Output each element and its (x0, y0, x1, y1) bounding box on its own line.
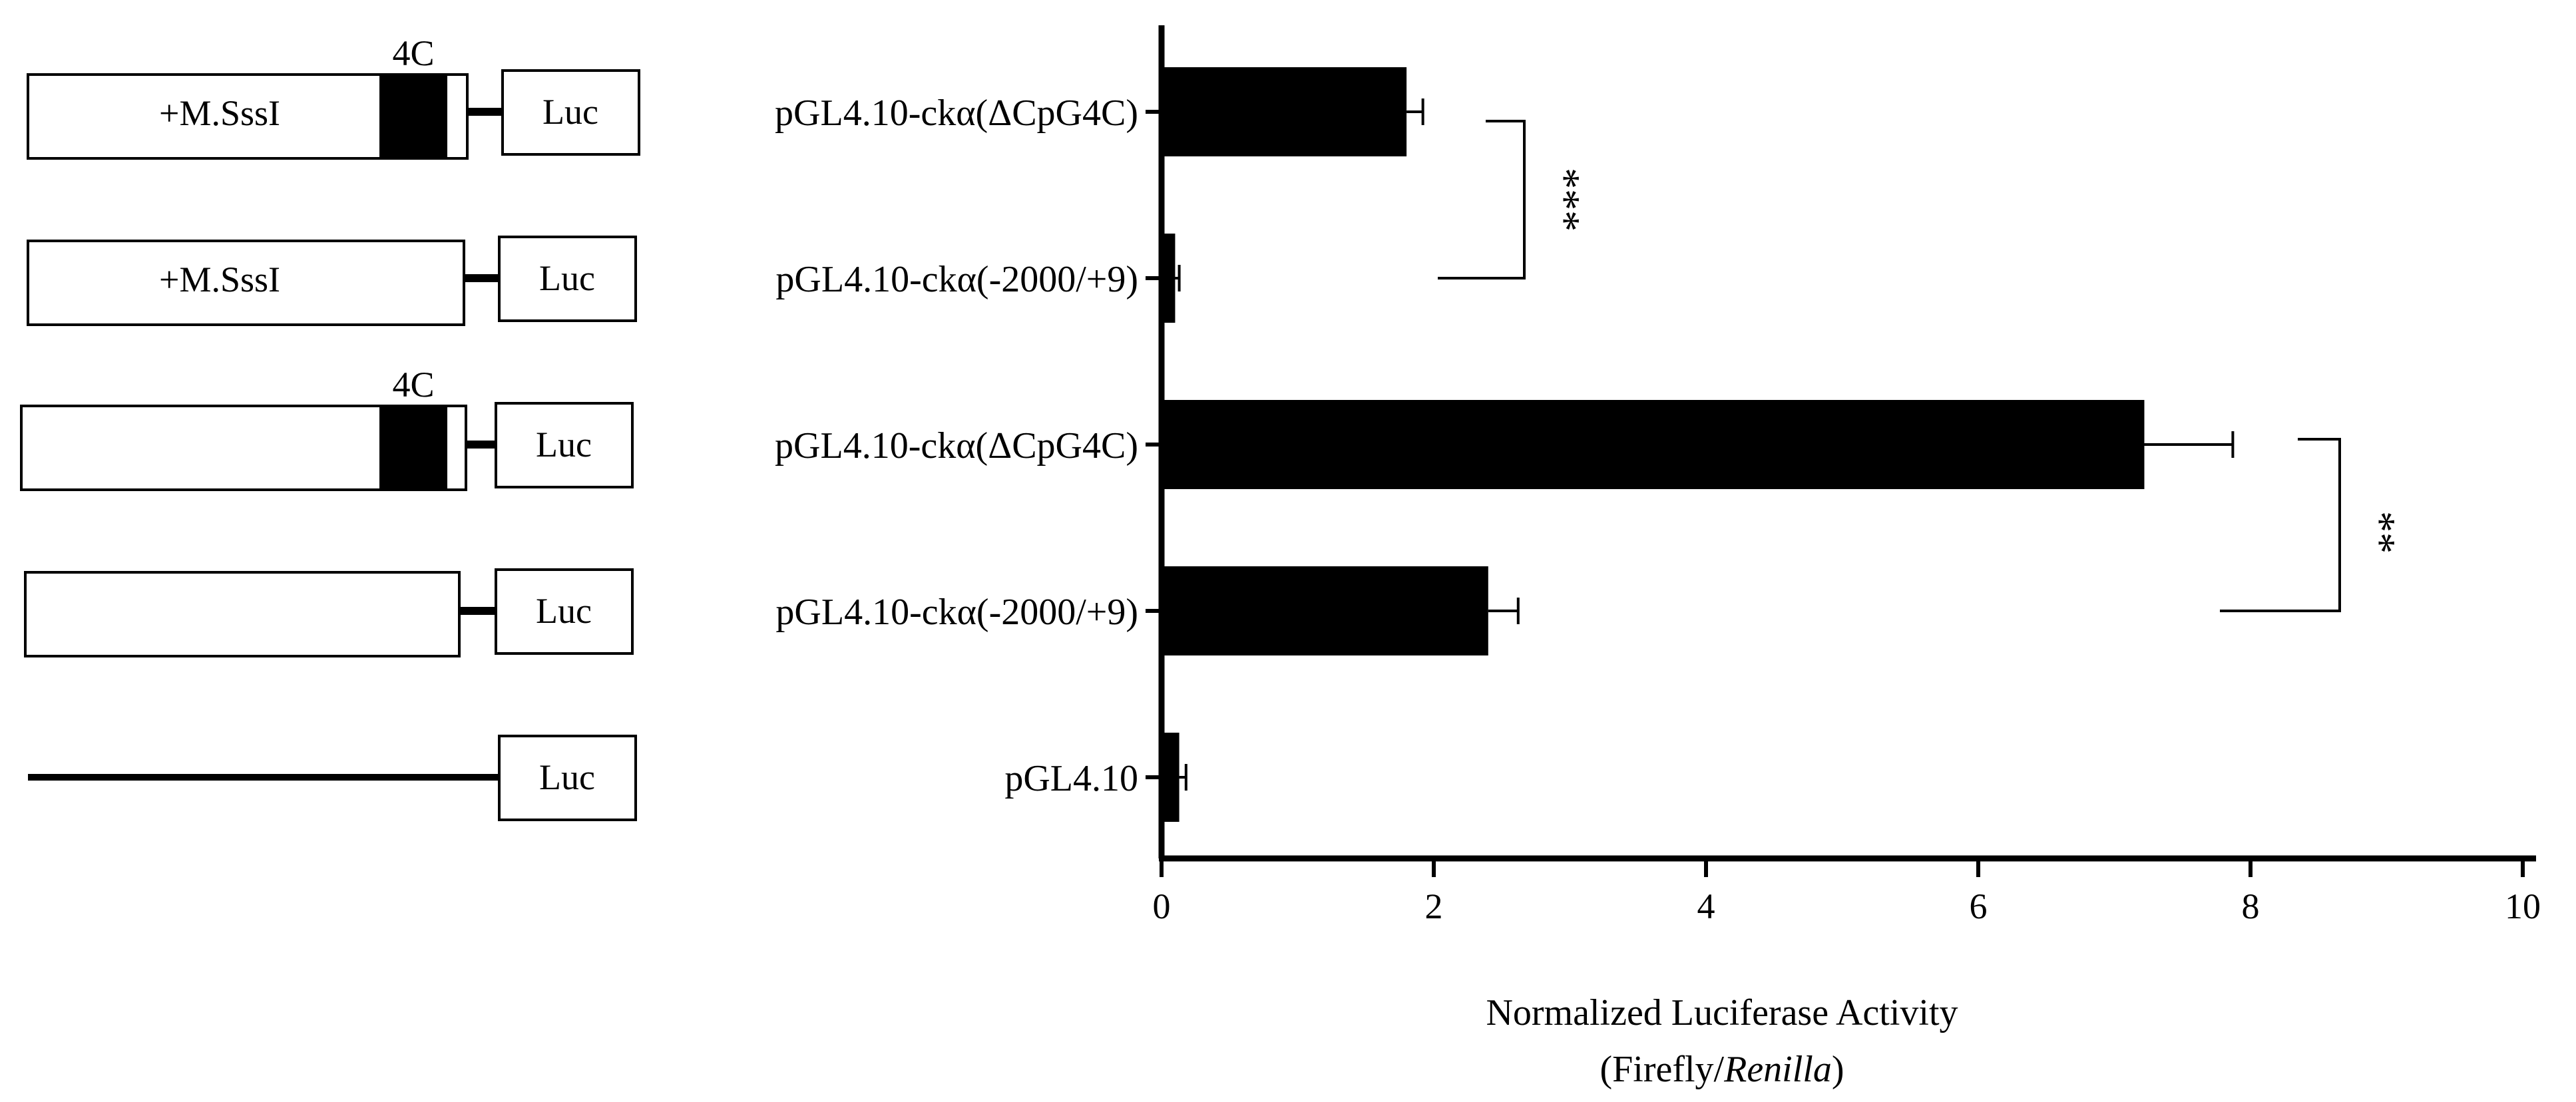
construct-label: pGL4.10-ckα(-2000/+9) (775, 259, 1138, 300)
significance-bracket (2220, 438, 2341, 612)
methylation-label: +M.SssI (159, 260, 280, 299)
significance-label: ** (2357, 511, 2404, 554)
construct-label: pGL4.10-ckα(-2000/+9) (775, 592, 1138, 633)
error-bars (1175, 98, 2235, 791)
x-tick-label: 6 (1970, 886, 1988, 926)
cpg-4c-block (379, 407, 447, 488)
bar-series (1162, 67, 2145, 822)
promoter-box (27, 240, 465, 326)
x-ticks: 0 2 4 6 8 10 (1153, 858, 2541, 926)
axes (1146, 25, 2536, 862)
luc-box (498, 735, 637, 821)
methylation-label: +M.SssI (159, 93, 280, 133)
insert-label: 4C (392, 33, 434, 73)
construct-labels: pGL4.10-ckα(ΔCpG4C) pGL4.10-ckα(-2000/+9)… (775, 92, 1138, 799)
bar (1162, 400, 2145, 489)
luc-label: Luc (539, 258, 595, 298)
bar (1162, 566, 1488, 655)
x-tick-label: 2 (1425, 886, 1443, 926)
luc-box (495, 568, 634, 655)
luc-label: Luc (536, 425, 592, 464)
luc-box (501, 69, 640, 156)
cpg-4c-block (379, 76, 447, 157)
significance-bracket (1438, 120, 1526, 279)
x-axis-title: Normalized Luciferase Activity (1486, 992, 1958, 1033)
significance-brackets: ***** (1438, 120, 2404, 612)
luc-label: Luc (539, 757, 595, 797)
construct-label: pGL4.10 (1004, 758, 1138, 799)
x-tick-label: 0 (1153, 886, 1171, 926)
luc-label: Luc (542, 92, 598, 132)
x-tick-label: 4 (1697, 886, 1715, 926)
promoter-box (24, 571, 461, 657)
bar (1162, 67, 1407, 156)
luc-box (495, 402, 634, 488)
bar (1162, 234, 1176, 323)
significance-label: *** (1542, 168, 1589, 232)
construct-schematics: 4C +M.SssI Luc +M.SssI Luc 4C Luc Luc Luc (20, 33, 640, 821)
x-tick-label: 8 (2242, 886, 2260, 926)
luc-label: Luc (536, 591, 592, 631)
x-axis-subtitle: (Firefly/Renilla) (1600, 1049, 1844, 1090)
x-tick-label: 10 (2505, 886, 2541, 926)
insert-label: 4C (392, 365, 434, 405)
luc-box (498, 236, 637, 322)
construct-label: pGL4.10-ckα(ΔCpG4C) (775, 92, 1138, 134)
construct-label: pGL4.10-ckα(ΔCpG4C) (775, 425, 1138, 466)
